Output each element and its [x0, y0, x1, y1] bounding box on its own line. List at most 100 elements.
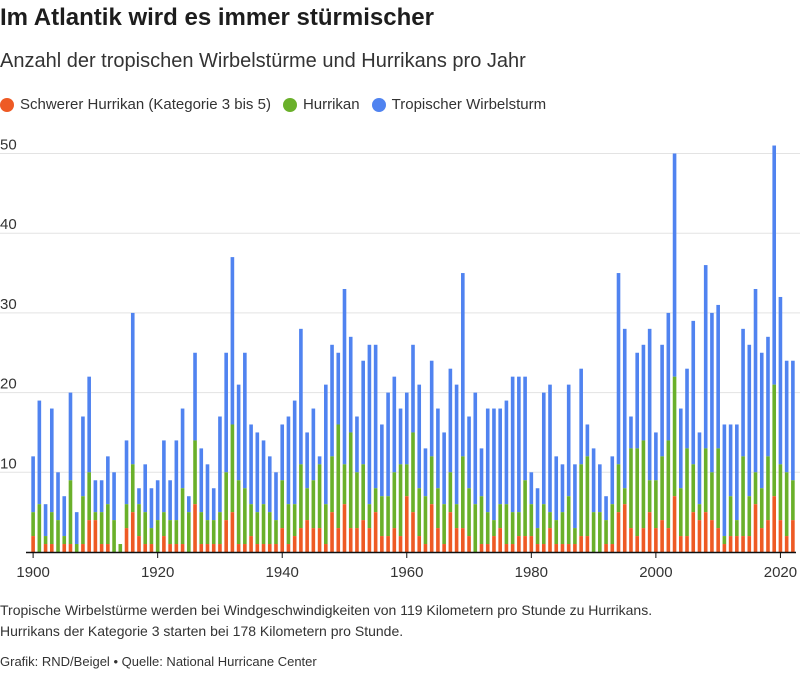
- bar-tropical-storm-1924: [180, 408, 185, 489]
- bar-major-hurricane-1924: [180, 544, 185, 552]
- bar-hurricane-2012: [728, 496, 733, 537]
- bar-hurricane-1953: [361, 464, 365, 521]
- bar-tropical-storm-2006: [691, 320, 696, 465]
- bar-hurricane-1912: [106, 504, 110, 545]
- bar-hurricane-2018: [766, 456, 770, 521]
- bar-major-hurricane-1942: [292, 536, 297, 552]
- note-line-1: Tropische Wirbelstürme werden bei Windge…: [0, 602, 653, 618]
- bar-tropical-storm-1903: [49, 408, 54, 513]
- bar-major-hurricane-2001: [660, 520, 664, 552]
- bar-major-hurricane-1926: [193, 504, 197, 552]
- bar-hurricane-1977: [510, 512, 515, 545]
- bar-hurricane-1968: [454, 504, 459, 529]
- bar-tropical-storm-1960: [404, 392, 409, 465]
- bar-tropical-storm-1925: [186, 496, 191, 513]
- bar-tropical-storm-1905: [62, 496, 67, 537]
- bar-hurricane-1948: [330, 456, 334, 513]
- bar-hurricane-1949: [336, 424, 341, 529]
- bar-tropical-storm-1920: [155, 480, 160, 521]
- bar-hurricane-1993: [610, 504, 615, 545]
- bar-hurricane-2009: [710, 472, 714, 521]
- bar-major-hurricane-1911: [99, 544, 104, 552]
- bar-major-hurricane-1957: [386, 536, 390, 552]
- bar-major-hurricane-2009: [710, 520, 714, 552]
- bar-hurricane-1924: [180, 488, 185, 545]
- bar-hurricane-1960: [404, 464, 409, 497]
- bar-tropical-storm-1919: [149, 488, 154, 529]
- legend-label-tropical-storm: Tropischer Wirbelsturm: [391, 96, 547, 113]
- bar-hurricane-1990: [591, 512, 596, 552]
- bar-major-hurricane-1961: [411, 512, 415, 552]
- bar-major-hurricane-1955: [373, 512, 378, 552]
- bar-hurricane-1951: [348, 432, 353, 529]
- bar-hurricane-2002: [666, 440, 671, 529]
- bar-major-hurricane-1959: [398, 536, 403, 552]
- bar-major-hurricane-1972: [479, 544, 484, 552]
- bar-hurricane-1980: [529, 504, 534, 537]
- bar-hurricane-1959: [398, 464, 403, 537]
- bar-tropical-storm-1944: [305, 432, 309, 489]
- bar-major-hurricane-1964: [429, 504, 434, 552]
- bar-hurricane-1952: [355, 472, 359, 529]
- bar-hurricane-1940: [280, 480, 285, 529]
- bar-tropical-storm-1915: [124, 440, 129, 505]
- bar-major-hurricane-1999: [647, 512, 652, 552]
- bar-hurricane-1985: [560, 512, 565, 545]
- bar-hurricane-1905: [62, 536, 67, 545]
- bar-major-hurricane-1976: [504, 544, 509, 552]
- x-tick-label-2020: 2020: [764, 564, 797, 581]
- bar-hurricane-1935: [249, 504, 253, 537]
- bar-major-hurricane-1966: [442, 544, 446, 552]
- bar-tropical-storm-1952: [355, 416, 359, 473]
- chart-title: Im Atlantik wird es immer stürmischer: [0, 4, 434, 31]
- bar-major-hurricane-2002: [666, 528, 671, 552]
- bar-hurricane-2014: [741, 456, 745, 537]
- bar-hurricane-1971: [473, 504, 478, 552]
- bar-major-hurricane-1933: [236, 544, 241, 552]
- bar-tropical-storm-1932: [230, 257, 235, 425]
- bar-major-hurricane-1979: [523, 536, 527, 552]
- bar-major-hurricane-2020: [778, 520, 783, 552]
- bar-tropical-storm-1927: [199, 448, 204, 513]
- bar-major-hurricane-1912: [106, 544, 110, 552]
- bar-major-hurricane-1930: [218, 544, 222, 552]
- bar-hurricane-1965: [436, 488, 440, 529]
- bar-hurricane-1941: [286, 504, 291, 545]
- bar-tropical-storm-1988: [579, 368, 583, 465]
- bar-tropical-storm-2015: [747, 344, 752, 497]
- bar-major-hurricane-1993: [610, 544, 615, 552]
- bar-tropical-storm-1943: [299, 328, 303, 465]
- bar-hurricane-1966: [442, 504, 446, 545]
- bar-hurricane-2017: [759, 488, 764, 529]
- bar-hurricane-2003: [672, 376, 677, 497]
- bar-major-hurricane-1975: [498, 528, 502, 552]
- bar-hurricane-2007: [697, 504, 702, 521]
- bar-hurricane-1983: [548, 512, 552, 529]
- bar-tropical-storm-2022: [791, 360, 795, 481]
- bar-tropical-storm-1997: [635, 352, 640, 449]
- bar-tropical-storm-1971: [473, 392, 478, 505]
- bar-tropical-storm-2008: [703, 265, 708, 449]
- bar-tropical-storm-1972: [479, 448, 484, 497]
- bar-hurricane-1909: [87, 472, 91, 521]
- bar-tropical-storm-1986: [566, 384, 571, 497]
- bar-tropical-storm-2016: [753, 288, 758, 473]
- bar-major-hurricane-1921: [162, 536, 166, 552]
- bar-hurricane-1973: [485, 512, 490, 545]
- bar-major-hurricane-1985: [560, 544, 565, 552]
- bar-tropical-storm-1967: [448, 368, 453, 473]
- y-tick-label-30: 30: [0, 296, 17, 313]
- bar-major-hurricane-1905: [62, 544, 67, 552]
- bar-tropical-storm-1906: [68, 392, 73, 481]
- y-tick-label-40: 40: [0, 216, 17, 233]
- bar-hurricane-1970: [467, 488, 471, 537]
- bar-tropical-storm-1996: [629, 416, 633, 449]
- bar-tropical-storm-1945: [311, 408, 316, 481]
- bar-hurricane-1934: [243, 488, 247, 545]
- bar-major-hurricane-1936: [255, 544, 260, 552]
- bar-hurricane-2004: [678, 488, 683, 537]
- bar-major-hurricane-2022: [791, 520, 795, 552]
- bar-tropical-storm-1989: [585, 424, 590, 457]
- bar-major-hurricane-1952: [355, 528, 359, 552]
- bar-hurricane-1916: [130, 464, 135, 513]
